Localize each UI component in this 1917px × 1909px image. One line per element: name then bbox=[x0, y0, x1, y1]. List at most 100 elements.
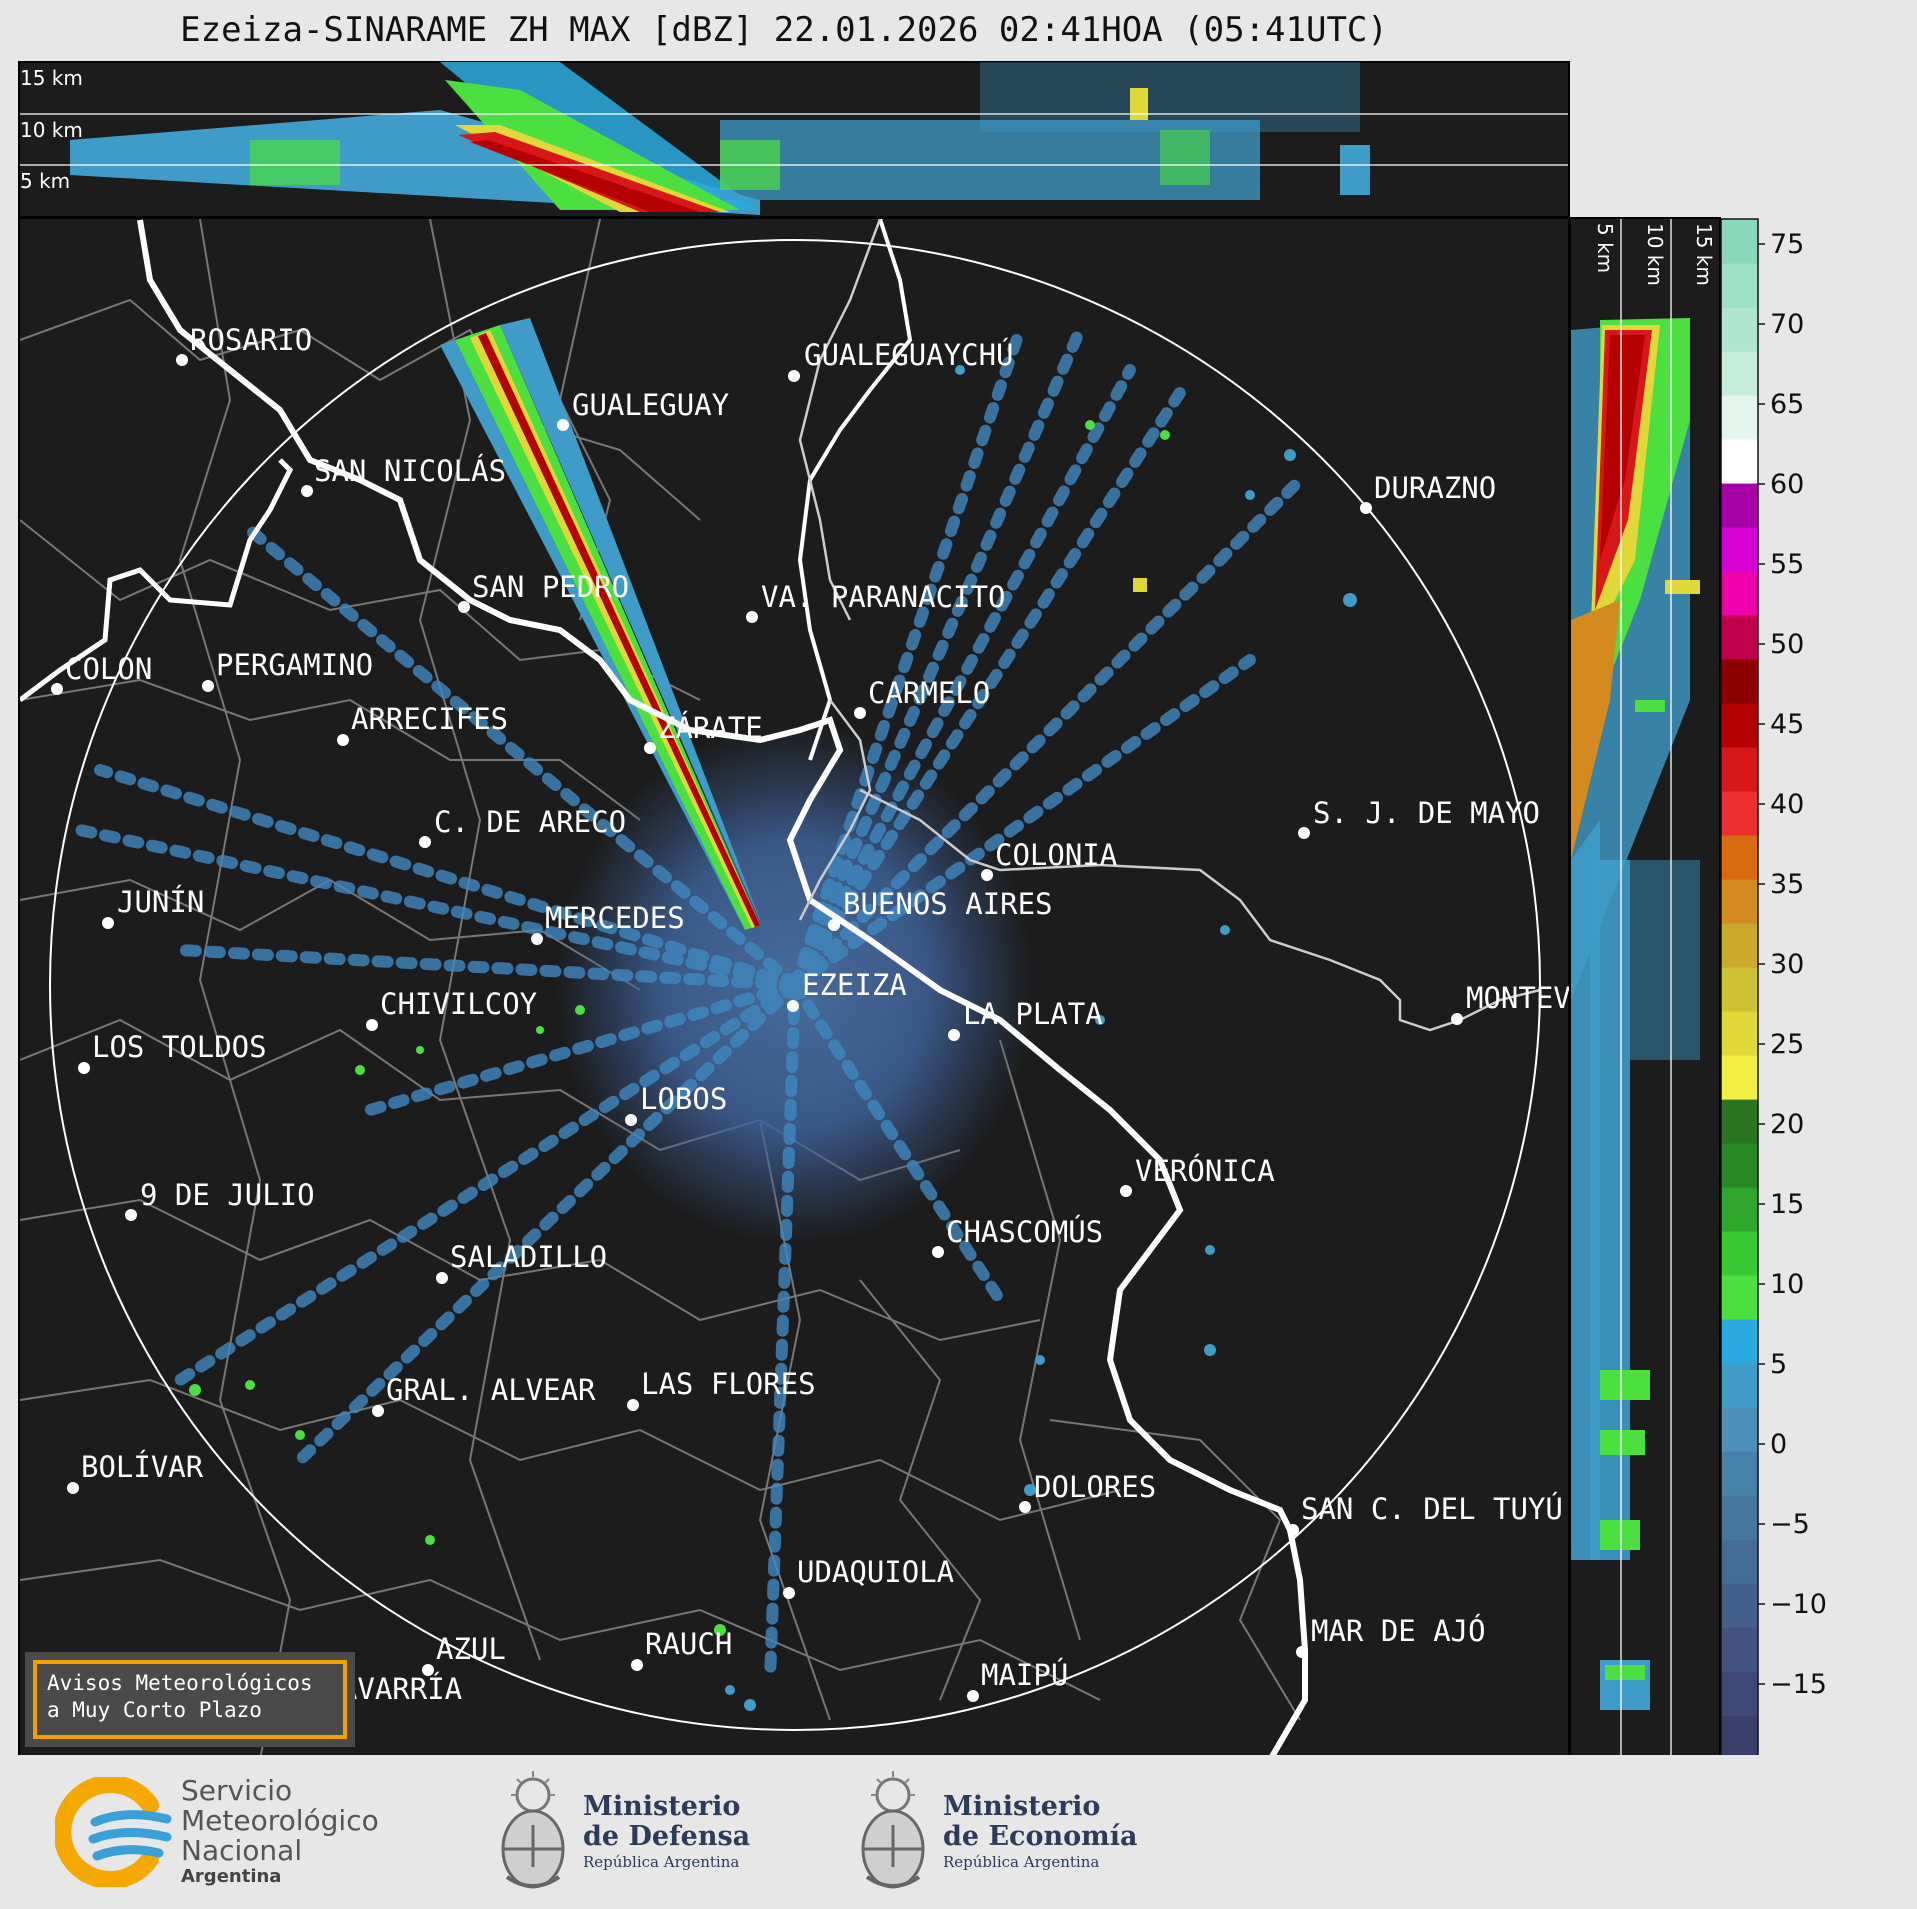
radar-figure: 15 km 10 km 5 km bbox=[18, 61, 1827, 1755]
colorbar-cell bbox=[1721, 1539, 1758, 1584]
city-label: LOBOS bbox=[640, 1082, 727, 1116]
colorbar-tick-label: 60 bbox=[1770, 469, 1804, 500]
city-label: SAN NICOLÁS bbox=[314, 454, 506, 488]
right-km-label-10: 10 km bbox=[1643, 223, 1667, 286]
colorbar-cell bbox=[1721, 1451, 1758, 1496]
top-km-label-15: 15 km bbox=[20, 66, 83, 90]
colorbar-cell bbox=[1721, 659, 1758, 704]
colorbar-cell bbox=[1721, 1231, 1758, 1276]
colorbar-cell bbox=[1721, 879, 1758, 924]
colorbar-cell bbox=[1721, 1055, 1758, 1100]
colorbar-cell bbox=[1721, 263, 1758, 308]
colorbar-tick-label: 20 bbox=[1770, 1109, 1804, 1140]
coat-of-arms-icon bbox=[501, 1771, 565, 1889]
city-label: MAIPÚ bbox=[981, 1658, 1068, 1692]
colorbar-cells bbox=[1721, 219, 1758, 1755]
top-km-label-10: 10 km bbox=[20, 118, 83, 142]
city-label: VERÓNICA bbox=[1135, 1154, 1275, 1188]
colorbar-tick-label: 65 bbox=[1770, 389, 1804, 420]
city-label: GUALEGUAYCHÚ bbox=[804, 338, 1014, 372]
colorbar-cell bbox=[1721, 1627, 1758, 1672]
range-ring bbox=[49, 239, 1541, 1731]
colorbar-tick-label: 35 bbox=[1770, 869, 1804, 900]
city-label: CHASCOMÚS bbox=[946, 1215, 1103, 1249]
city-label: ZÁRATE bbox=[658, 711, 763, 745]
city-label: ARRECIFES bbox=[351, 702, 508, 736]
colorbar-cell bbox=[1721, 1319, 1758, 1364]
colorbar-cell bbox=[1721, 747, 1758, 792]
colorbar-tick-label: 50 bbox=[1770, 629, 1804, 660]
city-label: LAS FLORES bbox=[641, 1367, 816, 1401]
radar-map: ROSARIO GUALEGUAYCHÚ GUALEGUAY SAN NICOL… bbox=[18, 217, 1571, 1755]
colorbar-cell bbox=[1721, 439, 1758, 484]
coat-of-arms-icon bbox=[861, 1771, 925, 1889]
city-label: VA. PARANACITO bbox=[761, 580, 1005, 614]
colorbar-cell bbox=[1721, 1583, 1758, 1628]
right-km-label-5: 5 km bbox=[1593, 223, 1617, 273]
smn-line1: Servicio bbox=[181, 1774, 293, 1807]
colorbar-tick-label: −5 bbox=[1770, 1509, 1810, 1540]
city-label: MONTEV bbox=[1466, 981, 1571, 1015]
avisos-box[interactable]: Avisos Meteorológicos a Muy Corto Plazo bbox=[25, 1652, 355, 1747]
city-label: CHIVILCOY bbox=[380, 987, 537, 1021]
city-label: JUNÍN bbox=[117, 885, 204, 919]
city-label: ROSARIO bbox=[190, 323, 312, 357]
top-cross-section: 15 km 10 km 5 km bbox=[18, 61, 1570, 218]
right-cross-section: 5 km 10 km 15 km bbox=[1569, 217, 1721, 1755]
city-label: MAR DE AJÓ bbox=[1311, 1614, 1486, 1648]
colorbar-cell bbox=[1721, 967, 1758, 1012]
city-label: C. DE ARECO bbox=[434, 805, 626, 839]
city-label: RAUCH bbox=[645, 1627, 732, 1661]
right-km-label-15: 15 km bbox=[1692, 223, 1716, 286]
colorbar-cell bbox=[1721, 1099, 1758, 1144]
economia-line2: de Economía bbox=[943, 1821, 1138, 1852]
economia-line3: República Argentina bbox=[943, 1853, 1100, 1871]
city-label: LOS TOLDOS bbox=[92, 1030, 267, 1064]
colorbar-cell bbox=[1721, 1671, 1758, 1716]
top-km-label-5: 5 km bbox=[20, 169, 70, 193]
colorbar-cell bbox=[1721, 571, 1758, 616]
colorbar-tick-label: −10 bbox=[1770, 1589, 1827, 1620]
avisos-line2: a Muy Corto Plazo bbox=[47, 1698, 262, 1722]
colorbar-cell bbox=[1721, 1275, 1758, 1320]
colorbar-cell bbox=[1721, 395, 1758, 440]
city-label: SALADILLO bbox=[450, 1240, 607, 1274]
city-label: GRAL. ALVEAR bbox=[386, 1373, 596, 1407]
defensa-line2: de Defensa bbox=[583, 1821, 751, 1852]
colorbar-tick-label: 10 bbox=[1770, 1269, 1804, 1300]
colorbar-cell bbox=[1721, 615, 1758, 660]
colorbar-tick-label: −15 bbox=[1770, 1669, 1827, 1700]
colorbar-cell bbox=[1721, 923, 1758, 968]
colorbar-cell bbox=[1721, 791, 1758, 836]
avisos-line1: Avisos Meteorológicos bbox=[47, 1671, 313, 1695]
city-label: S. J. DE MAYO bbox=[1313, 796, 1540, 830]
city-label: 9 DE JULIO bbox=[140, 1178, 315, 1212]
colorbar-cell bbox=[1721, 1363, 1758, 1408]
city-label: LA PLATA bbox=[963, 997, 1103, 1031]
economia-logo: Ministerio de Economía República Argenti… bbox=[855, 1755, 1137, 1909]
city-label: COLON bbox=[65, 652, 152, 686]
city-label: AZUL bbox=[436, 1632, 506, 1666]
economia-line1: Ministerio bbox=[943, 1791, 1101, 1822]
smn-line3: Nacional bbox=[181, 1834, 303, 1867]
colorbar-cell bbox=[1721, 219, 1758, 264]
city-label: EZEIZA bbox=[802, 968, 907, 1002]
defensa-line3: República Argentina bbox=[583, 1853, 740, 1871]
city-label: DOLORES bbox=[1034, 1470, 1156, 1504]
defensa-line1: Ministerio bbox=[583, 1791, 741, 1822]
colorbar-cell bbox=[1721, 351, 1758, 396]
colorbar-tick-label: 25 bbox=[1770, 1029, 1804, 1060]
footer-logos: Servicio Meteorológico Nacional Argentin… bbox=[0, 1755, 1917, 1909]
colorbar-tick-label: 40 bbox=[1770, 789, 1804, 820]
colorbar-tick-label: 55 bbox=[1770, 549, 1804, 580]
city-label: GUALEGUAY bbox=[572, 388, 729, 422]
city-label: CARMELO bbox=[868, 676, 990, 710]
city-label: DURAZNO bbox=[1374, 471, 1496, 505]
defensa-logo: Ministerio de Defensa República Argentin… bbox=[495, 1755, 750, 1909]
colorbar-cell bbox=[1721, 835, 1758, 880]
colorbar-cell bbox=[1721, 483, 1758, 528]
radar-echoes bbox=[74, 318, 1357, 1711]
smn-line2: Meteorológico bbox=[181, 1804, 379, 1837]
